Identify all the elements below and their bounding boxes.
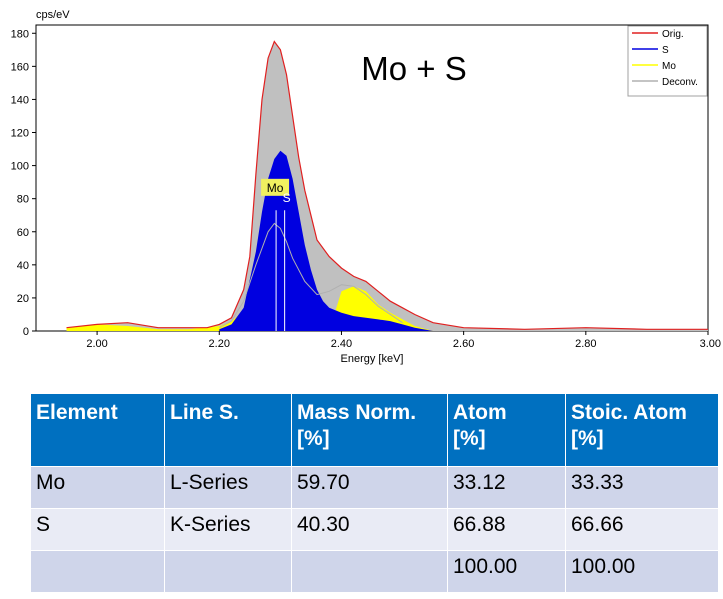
cell-atom: 100.00 [447, 550, 566, 593]
cell-mass-norm: 59.70 [291, 466, 448, 509]
table-row: S K-Series 40.30 66.88 66.66 [30, 508, 719, 551]
x-axis-label: Energy [keV] [341, 353, 404, 365]
table-row: 100.00 100.00 [30, 550, 719, 593]
peak-markers: MoS [261, 178, 291, 331]
x-tick-label: 2.40 [331, 338, 352, 350]
cell-mass-norm: 40.30 [291, 508, 448, 551]
marker-mo-label: Mo [267, 181, 284, 195]
x-tick-label: 3.00 [700, 338, 721, 350]
x-tick-label: 2.80 [575, 338, 596, 350]
cell-stoic-atom: 100.00 [565, 550, 719, 593]
quantification-table: Element Line S. Mass Norm. [%] Atom [%] St… [30, 393, 719, 593]
x-tick-label: 2.20 [209, 338, 230, 350]
x-tick-label: 2.00 [86, 338, 107, 350]
legend-entry-label: Deconv. [662, 77, 698, 88]
y-tick-label: 180 [11, 28, 29, 40]
table-row: Mo L-Series 59.70 33.12 33.33 [30, 466, 719, 509]
y-tick-label: 0 [23, 326, 29, 338]
legend-entry-label: S [662, 45, 669, 56]
header-line-series: Line S. [164, 393, 292, 467]
header-atom-unit: [%] [453, 427, 486, 450]
header-stoic-atom-label: Stoic. Atom [571, 401, 687, 424]
cell-atom: 33.12 [447, 466, 566, 509]
y-tick-label: 40 [17, 260, 29, 272]
y-tick-label: 140 [11, 94, 29, 106]
x-axis: 2.00 2.20 2.40 2.60 2.80 3.00 [86, 331, 721, 350]
series-orig-line [66, 40, 708, 330]
header-atom-label: Atom [453, 401, 507, 424]
header-stoic-atom: Stoic. Atom [%] [565, 393, 719, 467]
legend: Orig. S Mo Deconv. [627, 25, 708, 97]
y-tick-label: 80 [17, 194, 29, 206]
legend-entry-label: Orig. [662, 29, 684, 40]
cell-stoic-atom: 66.66 [565, 508, 719, 551]
y-axis-unit-label: cps/eV [36, 9, 70, 21]
header-mass-norm-unit: [%] [297, 427, 330, 450]
header-atom: Atom [%] [447, 393, 566, 467]
cell-element: Mo [30, 466, 165, 509]
table-header-row: Element Line S. Mass Norm. [%] Atom [%] St… [30, 393, 719, 467]
header-element-label: Element [36, 401, 118, 424]
plot-area [35, 24, 709, 332]
header-stoic-atom-unit: [%] [571, 427, 604, 450]
cell-element [30, 550, 165, 593]
marker-s-label: S [283, 191, 291, 205]
legend-box [627, 25, 708, 97]
header-element: Element [30, 393, 165, 467]
series-deconv-line [219, 222, 403, 329]
cell-line-series [164, 550, 292, 593]
marker-mo-badge [261, 178, 290, 196]
header-line-series-label: Line S. [170, 401, 239, 424]
cell-stoic-atom: 33.33 [565, 466, 719, 509]
cell-line-series: K-Series [164, 508, 292, 551]
header-mass-norm-label: Mass Norm. [297, 401, 417, 424]
y-tick-label: 20 [17, 293, 29, 305]
cell-mass-norm [291, 550, 448, 593]
y-tick-label: 160 [11, 61, 29, 73]
cell-line-series: L-Series [164, 466, 292, 509]
legend-entry-label: Mo [662, 61, 676, 72]
y-tick-label: 60 [17, 227, 29, 239]
y-tick-label: 100 [11, 161, 29, 173]
y-tick-label: 120 [11, 128, 29, 140]
header-mass-norm: Mass Norm. [%] [291, 393, 448, 467]
y-axis: 0 20 40 60 80 100 120 140 160 180 [11, 28, 36, 338]
x-tick-label: 2.60 [453, 338, 474, 350]
cell-atom: 66.88 [447, 508, 566, 551]
chart-title: Mo + S [361, 50, 466, 87]
legend-items: Orig. S Mo Deconv. [632, 29, 698, 88]
cell-element: S [30, 508, 165, 551]
